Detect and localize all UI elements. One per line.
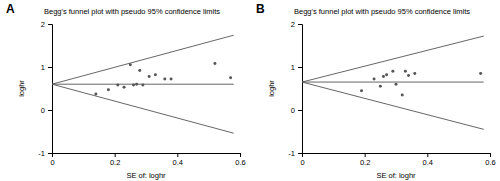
panel-label: A (6, 2, 15, 16)
x-tick: 0.2 (110, 153, 120, 167)
x-tick-label: 0 (300, 158, 304, 167)
plot-area (52, 35, 234, 133)
study-point (404, 70, 407, 73)
x-tick-label: 0.6 (235, 158, 245, 167)
upper-limit-line (52, 35, 234, 84)
study-point (395, 83, 398, 86)
x-tick: 0.6 (235, 153, 245, 167)
x-axis-line (53, 154, 241, 158)
x-tick-label: 0.4 (423, 158, 433, 167)
y-axis-line (298, 25, 303, 154)
study-point (401, 93, 404, 96)
x-tick-label: 0.2 (360, 158, 370, 167)
y-axis: -1 0 1 2 (288, 20, 302, 158)
study-point (407, 74, 410, 77)
y-tick: 2 (291, 20, 302, 29)
study-point (135, 83, 138, 86)
x-axis: 0 0.2 0.4 0.6 (300, 153, 495, 167)
study-point (479, 72, 482, 75)
chart-title: Begg's funnel plot with pseudo 95% confi… (44, 7, 220, 16)
x-tick-label: 0 (50, 158, 54, 167)
study-point (154, 73, 157, 76)
y-tick-label: -1 (38, 149, 45, 158)
y-tick: 1 (41, 63, 52, 72)
study-point (391, 70, 394, 73)
y-tick: -1 (38, 149, 52, 158)
study-point (163, 78, 166, 81)
x-tick: 0 (300, 153, 304, 167)
study-point (141, 84, 144, 87)
x-tick-mark (490, 153, 491, 157)
x-tick: 0.2 (360, 153, 370, 167)
y-tick-mark (48, 67, 52, 68)
x-tick-mark (177, 153, 178, 157)
y-tick-mark (298, 153, 302, 154)
x-axis-title: SE of: loghr (376, 171, 416, 180)
study-point (373, 78, 376, 81)
y-tick: -1 (288, 149, 302, 158)
x-tick-mark (240, 153, 241, 157)
x-tick-label: 0.4 (173, 158, 183, 167)
x-tick: 0 (50, 153, 54, 167)
x-tick-mark (115, 153, 116, 157)
study-point (129, 63, 132, 66)
figure: A Begg's funnel plot with pseudo 95% conf… (0, 0, 500, 181)
y-axis-title: loghr (17, 80, 26, 97)
pooled-estimate-line (302, 82, 484, 83)
y-tick-mark (48, 153, 52, 154)
y-axis: -1 0 1 2 (38, 20, 52, 158)
x-tick-label: 0.2 (110, 158, 120, 167)
y-tick-label: 1 (41, 63, 45, 72)
x-axis-title: SE of: loghr (126, 171, 166, 180)
y-tick-label: 2 (41, 20, 45, 29)
x-axis-line (303, 154, 491, 158)
study-point (379, 85, 382, 88)
panel: B Begg's funnel plot with pseudo 95% conf… (256, 2, 496, 180)
x-tick: 0.4 (173, 153, 183, 167)
y-tick-label: 1 (291, 63, 295, 72)
panel-label: B (256, 2, 265, 16)
study-point (148, 75, 151, 78)
y-tick: 0 (291, 106, 302, 115)
study-point (360, 89, 363, 92)
y-tick-label: -1 (288, 149, 295, 158)
y-tick-mark (298, 24, 302, 25)
plot-area (302, 36, 484, 129)
study-point (170, 78, 173, 81)
study-point (213, 62, 216, 65)
y-axis-line (48, 25, 53, 154)
x-tick-label: 0.6 (485, 158, 495, 167)
study-point (132, 84, 135, 87)
lower-limit-line (302, 82, 484, 129)
study-point (413, 72, 416, 75)
study-point (229, 76, 232, 79)
y-tick-mark (48, 110, 52, 111)
study-point (385, 73, 388, 76)
x-axis: 0 0.2 0.4 0.6 (50, 153, 245, 167)
y-axis-title: loghr (267, 80, 276, 97)
x-tick-mark (427, 153, 428, 157)
y-tick-mark (298, 67, 302, 68)
study-point (382, 75, 385, 78)
x-tick-mark (365, 153, 366, 157)
y-tick: 0 (41, 106, 52, 115)
study-point (94, 93, 97, 96)
x-tick: 0.6 (485, 153, 495, 167)
lower-limit-line (52, 84, 234, 133)
study-point (138, 69, 141, 72)
y-tick-mark (298, 110, 302, 111)
upper-limit-line (302, 36, 484, 82)
y-tick-label: 0 (41, 106, 45, 115)
study-point (116, 84, 119, 87)
y-tick-label: 0 (291, 106, 295, 115)
y-tick: 2 (41, 20, 52, 29)
x-tick: 0.4 (423, 153, 433, 167)
study-point (107, 88, 110, 91)
y-tick-mark (48, 24, 52, 25)
panel: A Begg's funnel plot with pseudo 95% conf… (6, 2, 246, 180)
y-tick: 1 (291, 63, 302, 72)
chart-title: Begg's funnel plot with pseudo 95% confi… (294, 7, 470, 16)
study-point (123, 86, 126, 89)
y-tick-label: 2 (291, 20, 295, 29)
